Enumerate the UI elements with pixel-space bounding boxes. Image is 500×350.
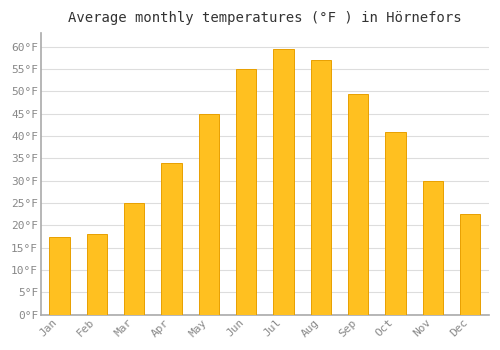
Bar: [124, 203, 144, 315]
Bar: [422, 181, 443, 315]
Bar: [348, 93, 368, 315]
Bar: [386, 132, 406, 315]
Bar: [236, 69, 256, 315]
Bar: [162, 163, 182, 315]
Bar: [86, 234, 107, 315]
Bar: [50, 237, 70, 315]
Title: Average monthly temperatures (°F ) in Hörnefors: Average monthly temperatures (°F ) in Hö…: [68, 11, 462, 25]
Bar: [310, 60, 331, 315]
Bar: [198, 114, 219, 315]
Bar: [460, 214, 480, 315]
Bar: [274, 49, 294, 315]
